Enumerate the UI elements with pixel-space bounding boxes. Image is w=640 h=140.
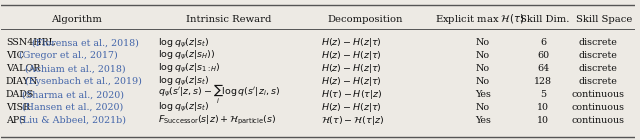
Text: 6: 6	[540, 38, 546, 47]
Text: 64: 64	[537, 64, 549, 73]
Text: 5: 5	[540, 90, 546, 99]
Text: $q_\psi(s'|z,s)-\sum_i \log q(s'|z_i,s)$: $q_\psi(s'|z,s)-\sum_i \log q(s'|z_i,s)$	[158, 83, 280, 106]
Text: DIAYN: DIAYN	[6, 77, 38, 86]
Text: VALOR: VALOR	[6, 64, 40, 73]
Text: (Gregor et al., 2017): (Gregor et al., 2017)	[15, 51, 117, 60]
Text: 10: 10	[537, 116, 549, 125]
Text: continuous: continuous	[572, 90, 625, 99]
Text: Decomposition: Decomposition	[328, 15, 403, 24]
Text: 128: 128	[534, 77, 552, 86]
Text: Yes: Yes	[475, 90, 491, 99]
Text: Algorithm: Algorithm	[51, 15, 102, 24]
Text: Yes: Yes	[475, 116, 491, 125]
Text: (Achiam et al., 2018): (Achiam et al., 2018)	[22, 64, 126, 73]
Text: $F_{\mathrm{Successor}}(s|z)+\mathcal{H}_{\mathrm{particle}}(s)$: $F_{\mathrm{Successor}}(s|z)+\mathcal{H}…	[158, 114, 276, 127]
Text: (Liu & Abbeel, 2021b): (Liu & Abbeel, 2021b)	[15, 116, 125, 125]
Text: Explicit max $\mathcal{H}(\tau)$: Explicit max $\mathcal{H}(\tau)$	[435, 12, 524, 26]
Text: $\log q_\psi(z|s_{1:H})$: $\log q_\psi(z|s_{1:H})$	[158, 62, 221, 75]
Text: continuous: continuous	[572, 103, 625, 112]
Text: $H(z)-H(z|\tau)$: $H(z)-H(z|\tau)$	[321, 101, 382, 114]
Text: discrete: discrete	[579, 64, 618, 73]
Text: APS: APS	[6, 116, 26, 125]
Text: No: No	[476, 51, 490, 60]
Text: (Eysenbach et al., 2019): (Eysenbach et al., 2019)	[22, 77, 142, 86]
Text: (Sharma et al., 2020): (Sharma et al., 2020)	[19, 90, 124, 99]
Text: 60: 60	[537, 51, 549, 60]
Text: $\log q_\psi(z|s_H))$: $\log q_\psi(z|s_H))$	[158, 49, 216, 62]
Text: No: No	[476, 38, 490, 47]
Text: $H(z)-H(z|\tau)$: $H(z)-H(z|\tau)$	[321, 75, 382, 88]
Text: discrete: discrete	[579, 38, 618, 47]
Text: VIC: VIC	[6, 51, 24, 60]
Text: Intrinsic Reward: Intrinsic Reward	[186, 15, 272, 24]
Text: Skill Dim.: Skill Dim.	[520, 15, 570, 24]
Text: No: No	[476, 64, 490, 73]
Text: (Hansen et al., 2020): (Hansen et al., 2020)	[19, 103, 124, 112]
Text: discrete: discrete	[579, 77, 618, 86]
Text: DADS: DADS	[6, 90, 34, 99]
Text: (Florensa et al., 2018): (Florensa et al., 2018)	[29, 38, 139, 47]
Text: VISR: VISR	[6, 103, 30, 112]
Text: $H(z)-H(z|\tau)$: $H(z)-H(z|\tau)$	[321, 49, 382, 62]
Text: $H(z)-H(z|\tau)$: $H(z)-H(z|\tau)$	[321, 37, 382, 49]
Text: No: No	[476, 77, 490, 86]
Text: $H(\tau)-H(\tau|z)$: $H(\tau)-H(\tau|z)$	[321, 88, 383, 101]
Text: $\log q_\psi(z|s_t)$: $\log q_\psi(z|s_t)$	[158, 101, 209, 114]
Text: $\log q_\psi(z|s_t)$: $\log q_\psi(z|s_t)$	[158, 36, 209, 50]
Text: continuous: continuous	[572, 116, 625, 125]
Text: discrete: discrete	[579, 51, 618, 60]
Text: $\log q_\psi(z|s_t)$: $\log q_\psi(z|s_t)$	[158, 75, 209, 88]
Text: $H(z)-H(z|\tau)$: $H(z)-H(z|\tau)$	[321, 62, 382, 75]
Text: Skill Space: Skill Space	[576, 15, 633, 24]
Text: SSN4HRL: SSN4HRL	[6, 38, 55, 47]
Text: No: No	[476, 103, 490, 112]
Text: 10: 10	[537, 103, 549, 112]
Text: $\mathcal{H}(\tau)-\mathcal{H}(\tau|z)$: $\mathcal{H}(\tau)-\mathcal{H}(\tau|z)$	[321, 114, 384, 127]
